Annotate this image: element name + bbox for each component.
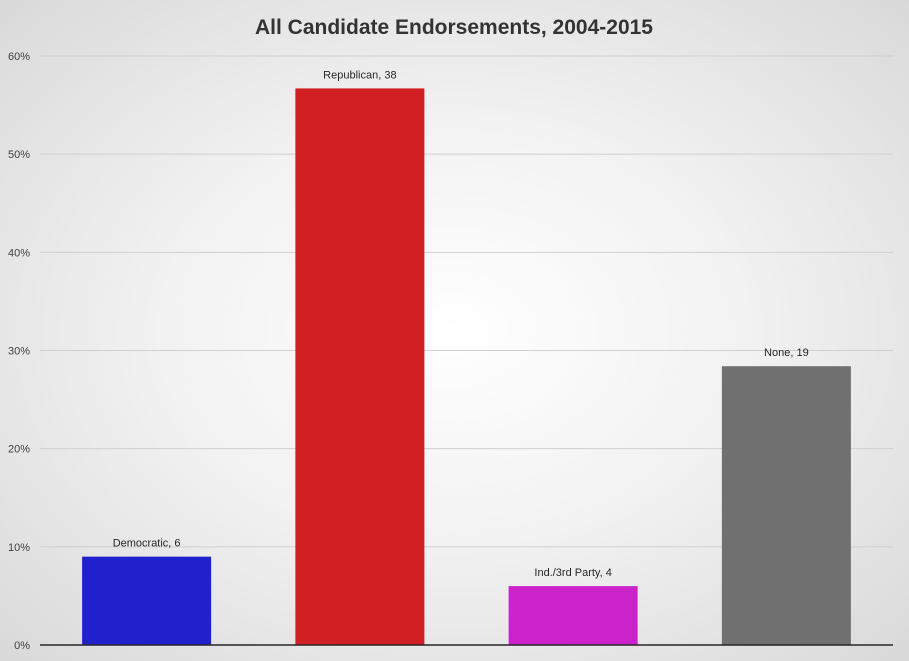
- data-label: Democratic, 6: [113, 538, 181, 550]
- data-label: None, 19: [764, 347, 809, 359]
- bars: [82, 88, 851, 645]
- bar-democratic: [82, 556, 212, 645]
- y-tick-label: 30%: [8, 346, 30, 358]
- data-label: Ind./3rd Party, 4: [534, 567, 611, 579]
- bar-republican: [295, 88, 425, 645]
- y-tick-label: 50%: [8, 149, 30, 161]
- y-tick-label: 20%: [8, 444, 30, 456]
- y-tick-label: 10%: [8, 542, 30, 554]
- bar-none: [721, 366, 851, 645]
- chart-title: All Candidate Endorsements, 2004-2015: [255, 16, 653, 39]
- data-label: Republican, 38: [323, 69, 396, 81]
- y-tick-label: 60%: [8, 51, 30, 63]
- y-axis-ticks: 0% 10% 20% 30% 40% 50% 60%: [8, 51, 30, 652]
- y-tick-label: 0%: [14, 640, 30, 652]
- bar-ind-3rd-party: [508, 586, 638, 645]
- data-labels: Democratic, 6 Republican, 38 Ind./3rd Part…: [113, 69, 809, 579]
- y-tick-label: 40%: [8, 247, 30, 259]
